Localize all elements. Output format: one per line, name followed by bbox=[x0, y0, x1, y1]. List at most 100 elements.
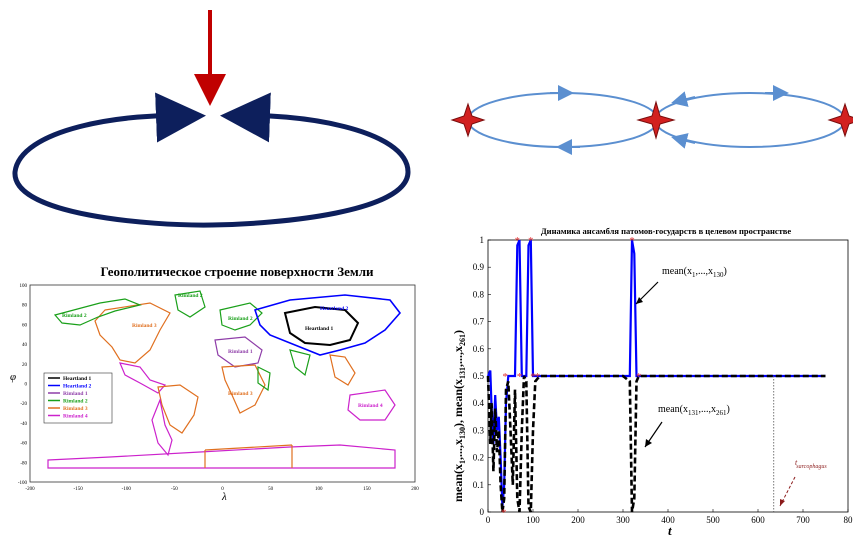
map-x-ticks: -200 -150 -100 -50 0 50 100 150 200 bbox=[25, 487, 419, 492]
map-ylabel: φ bbox=[10, 371, 16, 383]
map-xtick-label: 0 bbox=[221, 487, 224, 492]
map-xtick-label: 100 bbox=[315, 487, 323, 492]
region-labels: Heartland 1 Heartland 2 Rimland 1 Rimlan… bbox=[62, 293, 383, 409]
africa-rimland3 bbox=[221, 364, 266, 414]
map-xtick-label: -100 bbox=[122, 487, 132, 492]
map-axes-frame bbox=[29, 284, 416, 483]
series-mean-x131-x261 bbox=[486, 374, 826, 513]
map-ytick-label: 60 bbox=[22, 323, 28, 328]
asia-heartland2 bbox=[253, 294, 402, 356]
map-ytick-label: 100 bbox=[20, 284, 28, 289]
map-xtick-label: 150 bbox=[363, 487, 371, 492]
map-xtick-label: -200 bbox=[25, 487, 35, 492]
equilibrium-star-marker: * bbox=[636, 371, 642, 383]
map-xtick-label: -50 bbox=[171, 487, 178, 492]
chart-ytick-label: 0.7 bbox=[473, 317, 485, 327]
chart-ytick-label: 0.4 bbox=[473, 398, 485, 408]
europe-rimland2 bbox=[219, 302, 263, 331]
label-rimland2a: Rimland 2 bbox=[62, 313, 87, 319]
chart-title: Динамика ансамбля патомов-государств в ц… bbox=[541, 226, 792, 236]
loop-right bbox=[654, 92, 846, 148]
map-xtick-label: 50 bbox=[268, 487, 274, 492]
chart-xtick-label: 300 bbox=[616, 515, 630, 525]
chart-xtick-label: 100 bbox=[526, 515, 540, 525]
map-title: Геополитическое строение поверхности Зем… bbox=[100, 264, 374, 279]
map-ytick-label: -100 bbox=[18, 481, 28, 486]
asia-heartland1 bbox=[283, 305, 360, 347]
ellipse-arrow-right bbox=[220, 92, 271, 143]
label-rimland3a: Rimland 3 bbox=[132, 323, 157, 329]
chart-ytick-label: 0 bbox=[480, 507, 485, 517]
star-left bbox=[450, 102, 486, 138]
south-america-rimland3 bbox=[157, 384, 199, 434]
equilibrium-star-marker: * bbox=[515, 235, 521, 247]
central-america-rimland4 bbox=[119, 362, 167, 394]
chart-ylabel: mean(x1,...,x130), mean(x131,...,x261) bbox=[451, 330, 467, 502]
chart-ytick-label: 0.1 bbox=[473, 480, 484, 490]
south-america-rimland4 bbox=[151, 397, 173, 457]
map-ytick-label: 20 bbox=[22, 363, 28, 368]
north-america-rimland2 bbox=[53, 298, 142, 326]
label-rimland1: Rimland 1 bbox=[228, 349, 253, 355]
equilibrium-star-marker: * bbox=[629, 235, 635, 247]
continents bbox=[47, 290, 402, 469]
equilibrium-star-marker: * bbox=[535, 371, 541, 383]
antarctica-rimland3 bbox=[204, 444, 293, 468]
map-xlabel: λ bbox=[221, 491, 227, 503]
navy-ellipse bbox=[12, 112, 411, 228]
map-ytick-label: -20 bbox=[20, 402, 27, 407]
africa-rimland2 bbox=[257, 366, 271, 392]
chart-y-ticks: 0 0.1 0.2 0.3 0.4 0.5 0.6 0.7 0.8 0.9 1 bbox=[473, 235, 491, 517]
greenland bbox=[174, 290, 206, 318]
chart-ytick-label: 0.2 bbox=[473, 453, 484, 463]
legend-label: Rimland 3 bbox=[63, 406, 88, 412]
map-ytick-label: 40 bbox=[22, 343, 28, 348]
dynamics-line-chart: Динамика ансамбля патомов-государств в ц… bbox=[451, 226, 853, 538]
chart-ytick-label: 0.3 bbox=[473, 425, 485, 435]
chart-ytick-label: 0.8 bbox=[473, 289, 485, 299]
chart-xtick-label: 400 bbox=[661, 515, 675, 525]
world-map-figure: Геополитическое строение поверхности Зем… bbox=[10, 264, 419, 503]
map-y-ticks: 100 80 60 40 20 0 -20 -40 -60 -80 -100 bbox=[18, 284, 28, 486]
south-asia-rimland2 bbox=[289, 349, 311, 377]
ellipse-arrow-left bbox=[155, 92, 206, 143]
map-ytick-label: -40 bbox=[20, 422, 27, 427]
series-mean-x1-x130 bbox=[486, 239, 826, 507]
chart-series bbox=[486, 239, 826, 513]
map-ytick-label: -80 bbox=[20, 461, 27, 466]
chart-ytick-label: 0.5 bbox=[473, 371, 485, 381]
africa-rimland1 bbox=[214, 336, 263, 368]
attractor-diagram-left bbox=[12, 10, 411, 228]
map-ytick-label: 80 bbox=[22, 304, 28, 309]
equilibrium-star-marker: * bbox=[501, 507, 507, 519]
map-xtick-label: 200 bbox=[411, 487, 419, 492]
chart-xlabel: t bbox=[668, 523, 672, 538]
label-rimland2c: Rimland 2 bbox=[178, 293, 203, 299]
annotation-upper: mean(x1,...,x130) bbox=[662, 266, 727, 279]
legend-label: Heartland 2 bbox=[63, 384, 92, 390]
legend-label: Rimland 1 bbox=[63, 391, 88, 397]
star-right bbox=[827, 102, 853, 138]
label-heartland2: Heartland 2 bbox=[320, 306, 349, 312]
chart-x-ticks: 0 100 200 300 400 500 600 700 80 bbox=[486, 509, 853, 525]
antarctica-outline bbox=[47, 444, 396, 469]
north-america-rimland3 bbox=[94, 302, 171, 364]
double-loop-diagram bbox=[450, 85, 853, 155]
chart-xtick-label: 0 bbox=[486, 515, 491, 525]
annotation-sarcophagus: tsarcophagus bbox=[795, 458, 827, 470]
label-heartland1: Heartland 1 bbox=[305, 326, 334, 332]
equilibrium-star-marker: * bbox=[502, 371, 508, 383]
chart-xtick-label: 600 bbox=[751, 515, 765, 525]
star-middle bbox=[636, 100, 676, 140]
map-ytick-label: -60 bbox=[20, 442, 27, 447]
map-xtick-label: -150 bbox=[74, 487, 84, 492]
legend-label: Heartland 1 bbox=[63, 376, 92, 382]
chart-xtick-label: 200 bbox=[571, 515, 585, 525]
chart-xtick-label: 700 bbox=[796, 515, 810, 525]
label-rimland2b: Rimland 2 bbox=[228, 316, 253, 322]
chart-xtick-label: 80 bbox=[844, 515, 853, 525]
annotation-lower: mean(x131,...,x261) bbox=[658, 404, 730, 417]
loop-left bbox=[467, 92, 659, 148]
legend-label: Rimland 2 bbox=[63, 399, 88, 405]
